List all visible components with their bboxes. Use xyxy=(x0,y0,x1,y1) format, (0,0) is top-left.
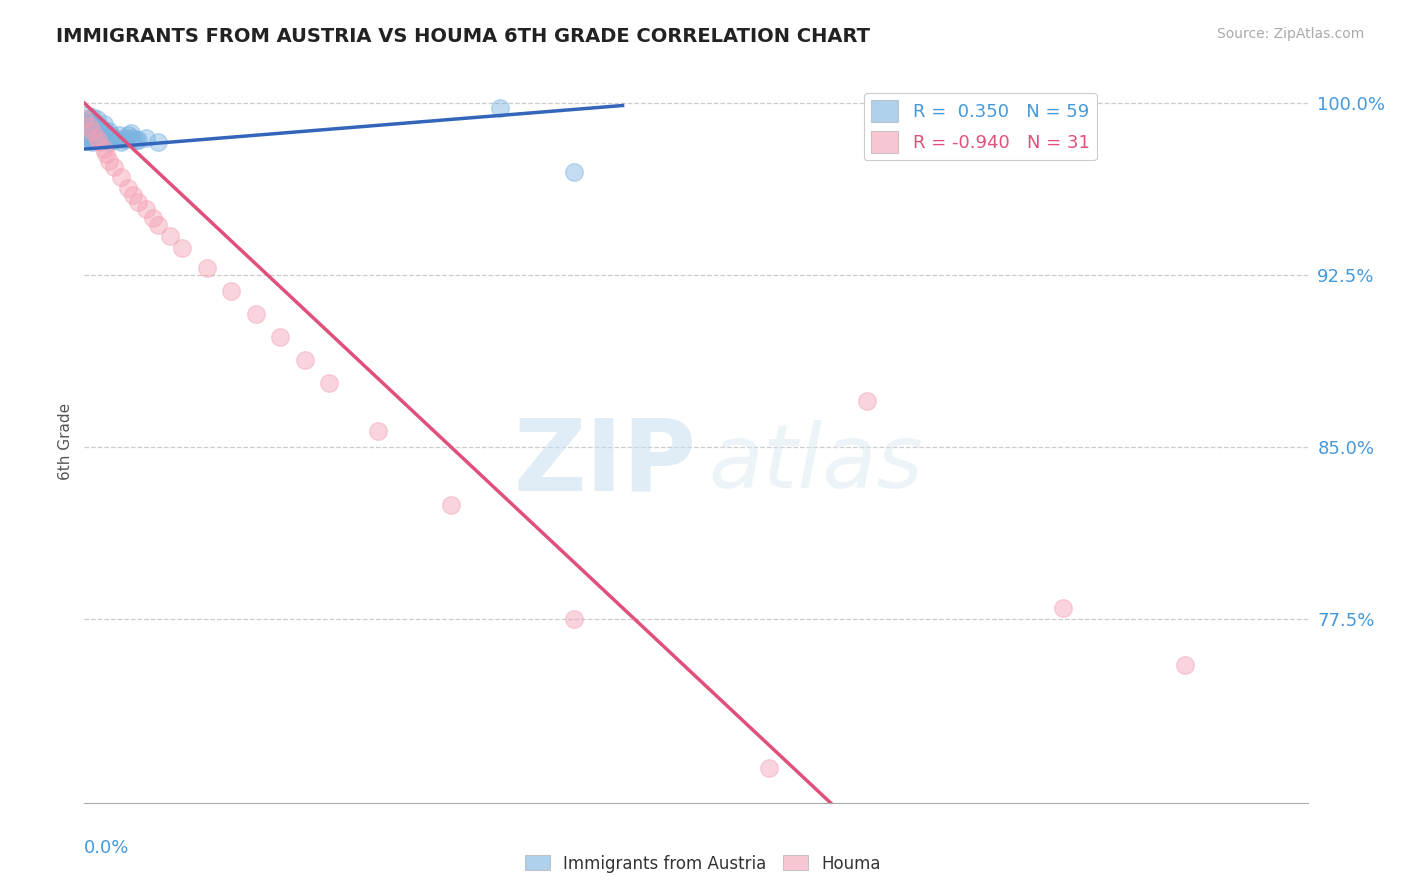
Point xyxy=(127,194,149,209)
Point xyxy=(86,119,108,133)
Text: Source: ZipAtlas.com: Source: ZipAtlas.com xyxy=(1216,27,1364,41)
Point xyxy=(80,110,103,124)
Point xyxy=(97,135,120,149)
Point xyxy=(758,761,780,775)
Point xyxy=(96,126,118,140)
Point xyxy=(90,130,112,145)
Point xyxy=(77,121,100,136)
Point xyxy=(142,211,165,225)
Point xyxy=(562,612,585,626)
Point xyxy=(135,202,157,216)
Point xyxy=(100,128,122,143)
Point xyxy=(103,130,125,145)
Point xyxy=(367,424,389,438)
Point xyxy=(93,124,115,138)
Point xyxy=(120,126,142,140)
Point xyxy=(172,241,194,255)
Point xyxy=(97,153,120,168)
Point xyxy=(86,124,108,138)
Point xyxy=(93,142,115,156)
Legend: R =  0.350   N = 59, R = -0.940   N = 31: R = 0.350 N = 59, R = -0.940 N = 31 xyxy=(863,93,1097,161)
Point xyxy=(110,169,132,184)
Point xyxy=(77,119,100,133)
Point xyxy=(73,130,96,145)
Point xyxy=(73,114,96,128)
Point xyxy=(87,119,110,133)
Point xyxy=(125,133,148,147)
Point xyxy=(76,124,98,138)
Point xyxy=(117,181,139,195)
Point xyxy=(87,128,110,143)
Point xyxy=(83,121,105,136)
Point xyxy=(80,128,103,143)
Point xyxy=(97,124,120,138)
Point xyxy=(87,135,110,149)
Point xyxy=(86,119,108,133)
Point xyxy=(80,117,103,131)
Point xyxy=(83,121,105,136)
Point xyxy=(77,130,100,145)
Point xyxy=(103,161,125,175)
Point xyxy=(90,121,112,136)
Point xyxy=(122,188,145,202)
Point xyxy=(1174,658,1197,673)
Point xyxy=(83,121,105,136)
Text: atlas: atlas xyxy=(709,420,924,507)
Point xyxy=(97,128,120,143)
Point xyxy=(127,133,149,147)
Point xyxy=(86,112,108,127)
Point xyxy=(73,126,96,140)
Point xyxy=(489,101,512,115)
Point xyxy=(146,218,169,232)
Point xyxy=(76,108,98,122)
Point xyxy=(96,133,118,147)
Point xyxy=(112,133,135,147)
Point xyxy=(93,133,115,147)
Point xyxy=(87,128,110,143)
Legend: Immigrants from Austria, Houma: Immigrants from Austria, Houma xyxy=(519,848,887,880)
Point xyxy=(294,353,316,368)
Point xyxy=(219,285,242,299)
Point xyxy=(76,126,98,140)
Point xyxy=(73,112,96,127)
Point xyxy=(80,135,103,149)
Point xyxy=(1052,600,1074,615)
Point xyxy=(146,135,169,149)
Point xyxy=(159,229,181,244)
Text: IMMIGRANTS FROM AUSTRIA VS HOUMA 6TH GRADE CORRELATION CHART: IMMIGRANTS FROM AUSTRIA VS HOUMA 6TH GRA… xyxy=(56,27,870,45)
Point xyxy=(90,133,112,147)
Point xyxy=(93,117,115,131)
Point xyxy=(110,135,132,149)
Point xyxy=(856,394,879,409)
Point xyxy=(122,130,145,145)
Point xyxy=(562,165,585,179)
Point xyxy=(440,498,463,512)
Point xyxy=(117,128,139,143)
Point xyxy=(87,133,110,147)
Point xyxy=(107,128,129,143)
Point xyxy=(76,119,98,133)
Point xyxy=(76,128,98,143)
Point xyxy=(96,146,118,161)
Text: ZIP: ZIP xyxy=(513,415,696,512)
Y-axis label: 6th Grade: 6th Grade xyxy=(58,403,73,480)
Point xyxy=(77,130,100,145)
Point xyxy=(77,126,100,140)
Point xyxy=(115,130,138,145)
Point xyxy=(105,133,128,147)
Point xyxy=(83,130,105,145)
Point xyxy=(86,133,108,147)
Point xyxy=(135,130,157,145)
Point xyxy=(318,376,340,390)
Point xyxy=(80,133,103,147)
Point xyxy=(83,114,105,128)
Point xyxy=(269,330,291,344)
Point xyxy=(245,307,267,321)
Text: 0.0%: 0.0% xyxy=(84,838,129,857)
Point xyxy=(86,130,108,145)
Point xyxy=(80,124,103,138)
Point xyxy=(195,261,218,276)
Point xyxy=(77,112,100,127)
